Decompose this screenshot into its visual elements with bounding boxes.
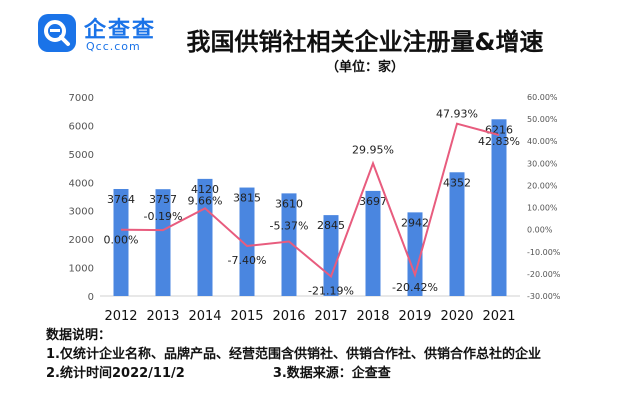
left-tick-label: 3000 [69, 207, 94, 218]
growth-rate-label: -7.40% [228, 254, 267, 267]
x-axis-ticks: 2012 2013 2014 2015 2016 2017 2018 2019 2020 2021 [104, 309, 515, 324]
right-axis-ticks: -30.00% -20.00% -10.00% 0.00% 10.00% 20.00% 30… [527, 93, 561, 301]
growth-rate-label: -5.37% [270, 220, 309, 233]
x-tick-label: 2019 [398, 309, 431, 324]
bar-2021 [491, 119, 507, 296]
x-tick-label: 2021 [482, 309, 515, 324]
growth-rate-label: 0.00% [104, 234, 139, 247]
bar-value-label: 3757 [149, 193, 177, 206]
right-tick-label: 20.00% [527, 181, 558, 190]
x-tick-label: 2018 [356, 309, 389, 324]
growth-rate-label: 29.95% [352, 143, 394, 156]
left-tick-label: 0 [88, 292, 94, 303]
left-tick-label: 7000 [69, 93, 94, 104]
notes-heading: 数据说明： [46, 328, 112, 343]
right-tick-label: 40.00% [527, 137, 558, 146]
growth-rate-label: 9.66% [188, 194, 223, 207]
bar-value-label: 3815 [233, 192, 261, 205]
growth-rate-line [120, 122, 500, 279]
x-tick-label: 2017 [314, 309, 347, 324]
bar-2012 [113, 188, 129, 296]
left-tick-label: 1000 [69, 264, 94, 275]
right-tick-label: -20.00% [527, 270, 561, 279]
bar-value-label: 3610 [275, 197, 303, 210]
left-tick-label: 2000 [69, 235, 94, 246]
bar-value-label: 2845 [317, 219, 345, 232]
bar-value-label: 2942 [401, 216, 429, 229]
unit-label: （单位：家） [325, 60, 404, 75]
bar-2018 [365, 190, 381, 296]
right-tick-label: -10.00% [527, 248, 561, 257]
left-axis-ticks: 0 1000 2000 3000 4000 5000 6000 7000 [69, 93, 94, 303]
right-tick-label: 60.00% [527, 93, 558, 102]
bar-2019 [407, 212, 423, 296]
x-tick-label: 2020 [440, 309, 473, 324]
qcc-logo-icon [38, 14, 76, 52]
bar-2020 [449, 172, 465, 296]
growth-rate-label: 42.83% [478, 135, 520, 148]
x-tick-label: 2016 [272, 309, 305, 324]
x-tick-label: 2015 [230, 309, 263, 324]
bar-2013 [155, 189, 171, 296]
left-tick-label: 5000 [69, 150, 94, 161]
growth-rate-label: 47.93% [436, 108, 478, 121]
notes-line-2: 2.统计时间2022/11/2 3.数据来源：企查查 [46, 364, 541, 383]
chart-title: 我国供销社相关企业注册量&增速 [186, 28, 544, 56]
bar-value-label: 4120 [191, 183, 219, 196]
right-tick-label: 10.00% [527, 204, 558, 213]
brand-name-cn: 企查查 [84, 18, 157, 43]
right-tick-label: 30.00% [527, 159, 558, 168]
bar-value-label: 3764 [107, 193, 135, 206]
bar-value-label: 3697 [359, 195, 387, 208]
bar-value-label: 4352 [443, 176, 471, 189]
bar-2017 [323, 215, 339, 296]
growth-rate-label: -0.19% [144, 210, 183, 223]
bar-2016 [281, 193, 297, 296]
x-tick-label: 2013 [146, 309, 179, 324]
brand-logo: 企查查 Qcc.com [38, 12, 173, 62]
data-notes: 数据说明： 1.仅统计企业名称、品牌产品、经营范围含供销社、供销合作社、供销合作… [46, 326, 541, 383]
brand-name-en: Qcc.com [86, 40, 141, 53]
right-tick-label: 50.00% [527, 115, 558, 124]
x-tick-label: 2012 [104, 309, 137, 324]
notes-time: 2.统计时间2022/11/2 [46, 366, 185, 381]
growth-rate-label: -21.19% [308, 285, 354, 298]
left-tick-label: 4000 [69, 178, 94, 189]
bar-series [113, 119, 507, 296]
bar-2015 [239, 187, 255, 296]
growth-rate-label: -20.42% [392, 281, 438, 294]
right-tick-label: 0.00% [527, 226, 553, 235]
bar-2014 [197, 178, 213, 296]
combo-chart: 0 1000 2000 3000 4000 5000 6000 7000 -30.00% -20… [69, 93, 561, 324]
x-tick-label: 2014 [188, 309, 221, 324]
notes-source: 3.数据来源：企查查 [272, 366, 391, 381]
right-tick-label: -30.00% [527, 292, 561, 301]
growth-rate-labels: 0.00% -0.19% 9.66% -7.40% -5.37% -21.19% 29.95… [104, 108, 520, 298]
notes-line-1: 1.仅统计企业名称、品牌产品、经营范围含供销社、供销合作社、供销合作总社的企业 [46, 347, 541, 362]
left-tick-label: 6000 [69, 121, 94, 132]
